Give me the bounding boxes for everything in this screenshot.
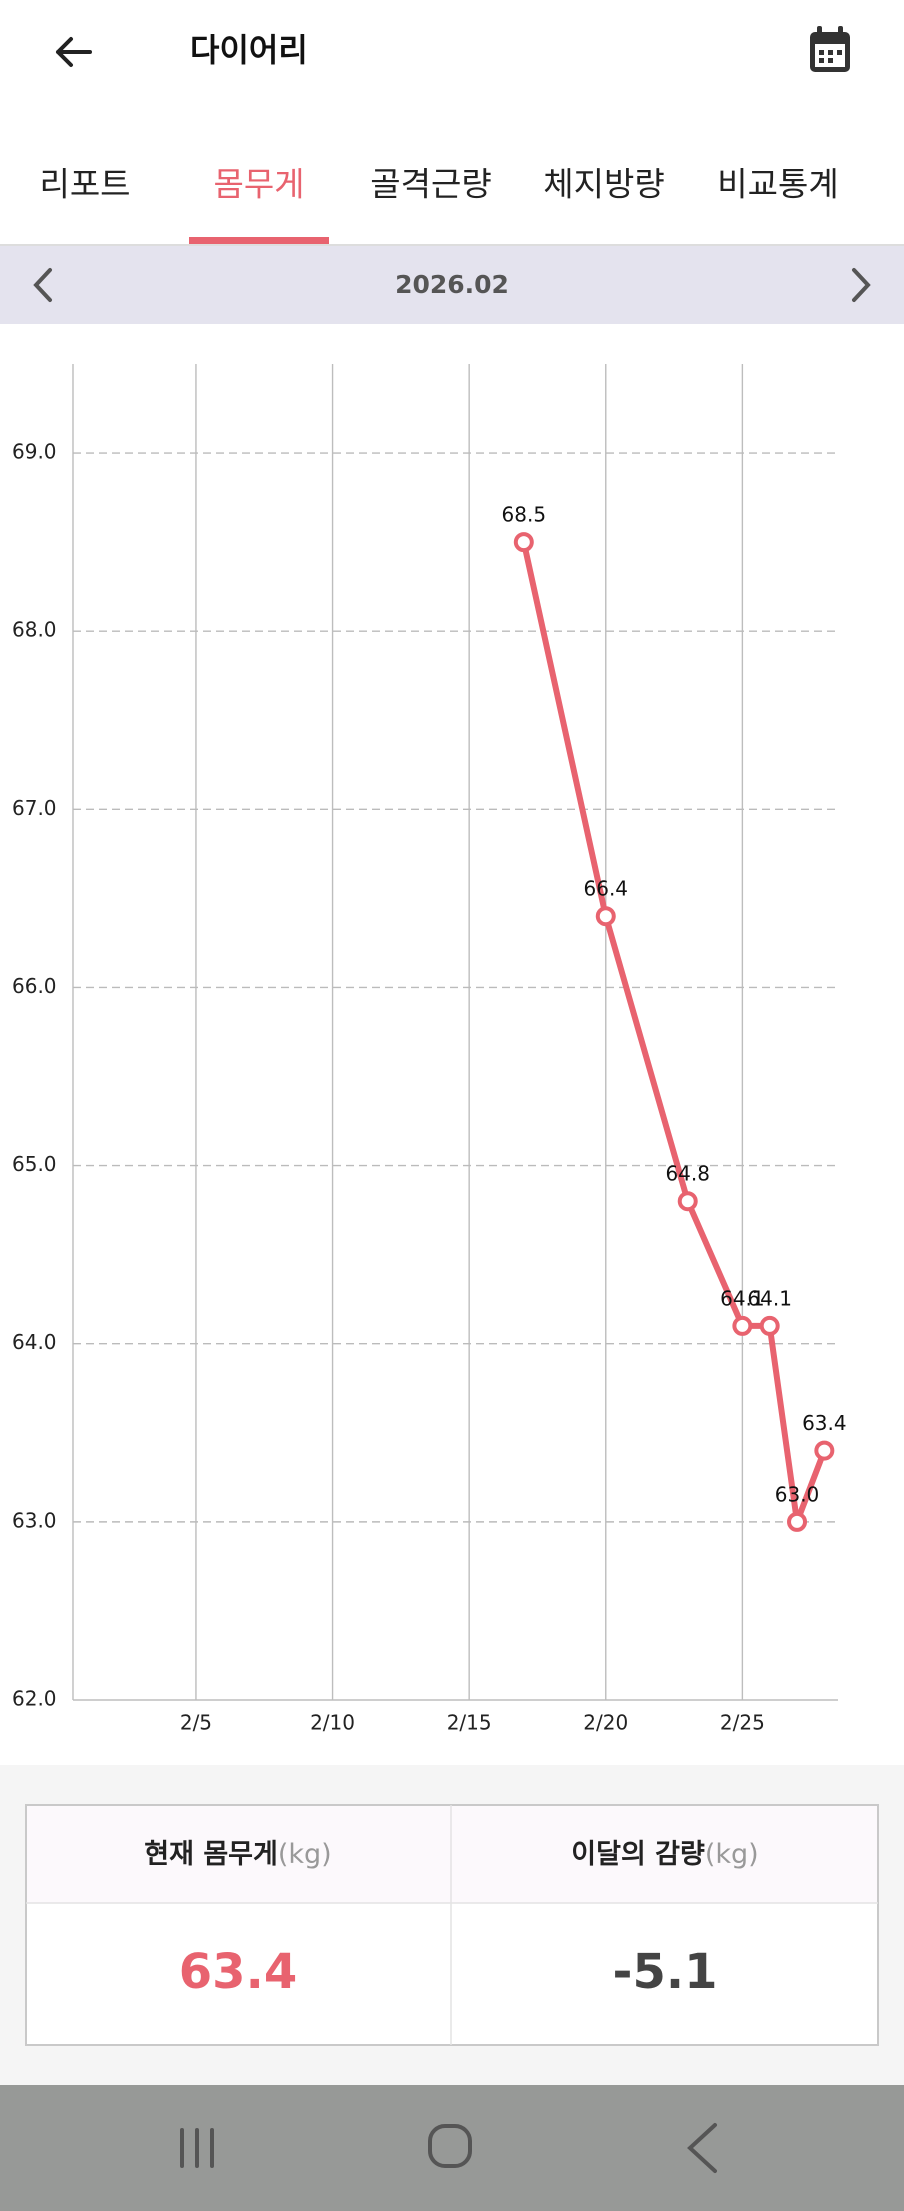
x-tick-label: 2/25	[720, 1711, 765, 1735]
y-tick-label: 67.0	[12, 796, 57, 820]
prev-month[interactable]	[33, 268, 52, 302]
tab[interactable]: 골격근량	[370, 165, 491, 204]
x-tick-label: 2/10	[310, 1711, 355, 1735]
y-tick-label: 63.0	[12, 1508, 57, 1532]
tab-bar: 리포트 몸무게 골격근량 체지방량 비교통계	[39, 165, 839, 244]
data-label: 63.4	[802, 1411, 847, 1435]
summary-header: 이달의 감량(kg)	[571, 1839, 758, 1870]
tab[interactable]: 리포트	[39, 165, 130, 204]
data-label: 64.1	[720, 1286, 765, 1310]
month-label: 2026.02	[395, 270, 509, 299]
data-label: 64.8	[665, 1162, 710, 1186]
nav-back[interactable]	[687, 2123, 717, 2173]
data-point	[814, 1440, 835, 1461]
y-tick-label: 64.0	[12, 1330, 57, 1354]
header-label: 이달의 감량	[571, 1839, 705, 1870]
data-label: 63.0	[775, 1482, 820, 1506]
data-label: 66.4	[584, 877, 629, 901]
x-tick-label: 2/5	[180, 1711, 212, 1735]
page-title: 다이어리	[190, 31, 308, 69]
data-point	[513, 532, 534, 553]
month-bar	[0, 246, 904, 324]
home-button[interactable]	[428, 2124, 472, 2168]
monthly-loss: -5.1	[613, 1944, 718, 2000]
summary-header: 현재 몸무게(kg)	[144, 1839, 331, 1870]
calendar-button[interactable]	[810, 26, 850, 72]
nav-bar	[0, 2085, 904, 2211]
weight-line	[520, 541, 828, 1525]
header-label: 현재 몸무게	[144, 1839, 278, 1870]
data-point	[595, 906, 616, 927]
chart: 2/5 2/10 2/15 2/20 2/25 62.0 63.0 64.0 65.0 66.0 6…	[12, 364, 847, 1735]
data-label: 68.5	[502, 503, 547, 527]
y-tick-label: 69.0	[12, 440, 57, 464]
y-tick-label: 65.0	[12, 1152, 57, 1176]
back-button[interactable]	[56, 37, 92, 67]
next-month[interactable]	[852, 268, 871, 302]
data-point	[732, 1315, 753, 1336]
y-tick-label: 68.0	[12, 618, 57, 642]
data-point	[787, 1511, 808, 1532]
header-unit: (kg)	[278, 1839, 332, 1870]
y-tick-label: 66.0	[12, 974, 57, 998]
header-unit: (kg)	[705, 1839, 759, 1870]
tab-indicator	[189, 237, 329, 244]
y-tick-label: 62.0	[12, 1687, 57, 1711]
summary-header-row	[27, 1806, 877, 1903]
recent-apps[interactable]	[180, 2128, 214, 2168]
data-point	[759, 1315, 780, 1336]
x-tick-label: 2/20	[583, 1711, 628, 1735]
data-point	[677, 1191, 698, 1212]
tab[interactable]: 비교통계	[717, 165, 838, 204]
tab[interactable]: 몸무게	[213, 165, 304, 204]
data-label: 64.1	[747, 1286, 792, 1310]
tab[interactable]: 체지방량	[543, 165, 664, 204]
x-tick-label: 2/15	[447, 1711, 492, 1735]
current-weight: 63.4	[179, 1944, 297, 2000]
